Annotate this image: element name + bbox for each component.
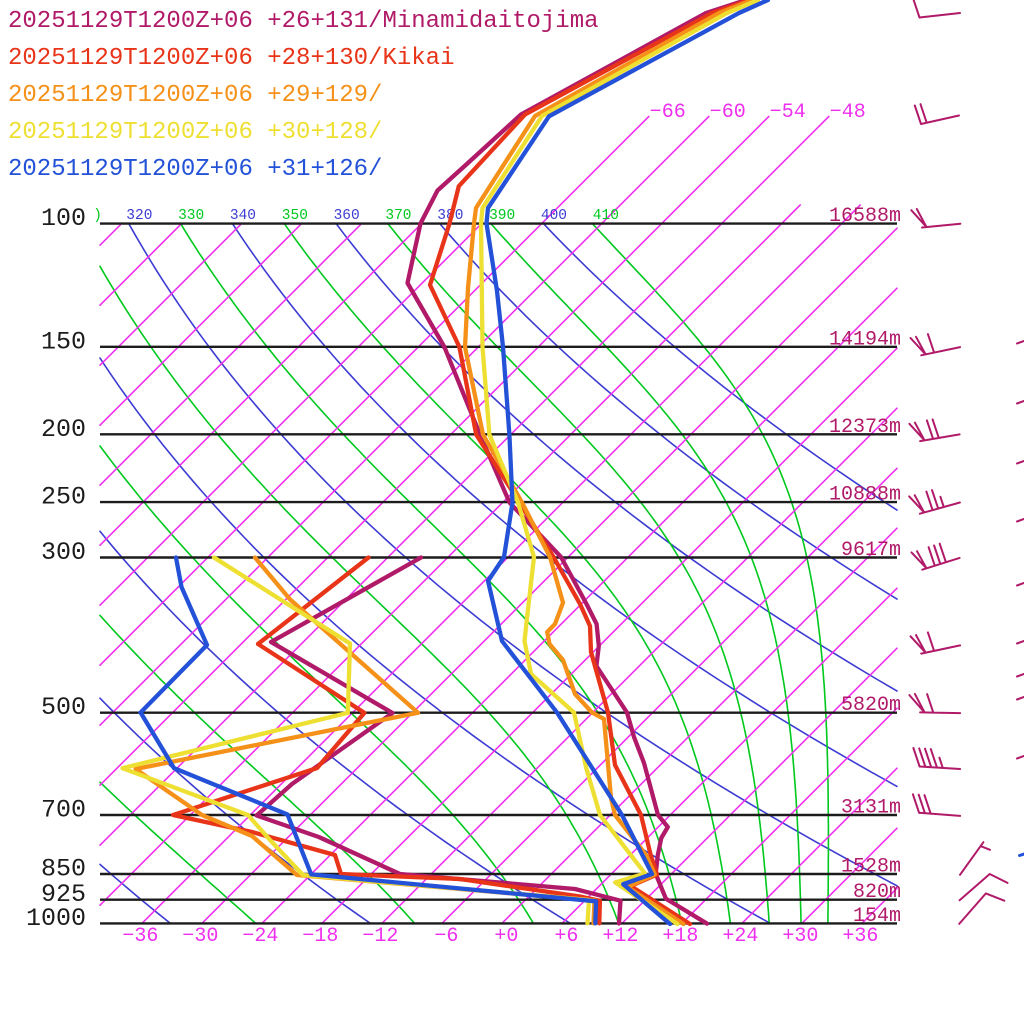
svg-text:410: 410 xyxy=(593,208,619,224)
svg-text:12373m: 12373m xyxy=(829,416,901,439)
svg-text:20251129T1200Z+06 +26+131/Mina: 20251129T1200Z+06 +26+131/Minamidaitojim… xyxy=(8,8,599,35)
svg-text:3131m: 3131m xyxy=(841,797,901,820)
svg-text:−60: −60 xyxy=(710,101,746,124)
svg-text:16588m: 16588m xyxy=(829,205,901,228)
svg-text:+12: +12 xyxy=(602,925,638,948)
svg-text:−54: −54 xyxy=(770,101,806,124)
svg-text:925: 925 xyxy=(41,880,86,909)
svg-text:320: 320 xyxy=(126,208,152,224)
svg-text:370: 370 xyxy=(385,208,411,224)
svg-text:−12: −12 xyxy=(362,925,398,948)
svg-text:−30: −30 xyxy=(182,925,218,948)
svg-text:700: 700 xyxy=(41,796,86,825)
svg-text:300: 300 xyxy=(41,538,86,567)
svg-text:850: 850 xyxy=(41,855,86,884)
svg-text:+18: +18 xyxy=(662,925,698,948)
svg-text:20251129T1200Z+06 +28+130/Kika: 20251129T1200Z+06 +28+130/Kikai xyxy=(8,45,454,72)
svg-text:10888m: 10888m xyxy=(829,484,901,507)
svg-text:500: 500 xyxy=(41,693,86,722)
svg-text:−66: −66 xyxy=(650,101,686,124)
svg-text:100: 100 xyxy=(41,204,86,233)
svg-text:+0: +0 xyxy=(494,925,518,948)
svg-text:+24: +24 xyxy=(722,925,758,948)
svg-text:390: 390 xyxy=(489,208,515,224)
svg-text:−18: −18 xyxy=(302,925,338,948)
svg-text:350: 350 xyxy=(282,208,308,224)
svg-text:150: 150 xyxy=(41,327,86,356)
svg-text:+36: +36 xyxy=(842,925,878,948)
svg-text:1000: 1000 xyxy=(26,904,86,933)
svg-text:360: 360 xyxy=(334,208,360,224)
svg-text:20251129T1200Z+06 +31+126/: 20251129T1200Z+06 +31+126/ xyxy=(8,156,382,183)
svg-text:330: 330 xyxy=(178,208,204,224)
svg-text:820m: 820m xyxy=(853,881,901,904)
svg-text:+6: +6 xyxy=(554,925,578,948)
svg-text:200: 200 xyxy=(41,415,86,444)
svg-text:−36: −36 xyxy=(122,925,158,948)
svg-text:154m: 154m xyxy=(853,905,901,928)
svg-text:5820m: 5820m xyxy=(841,694,901,717)
svg-text:+30: +30 xyxy=(782,925,818,948)
svg-text:340: 340 xyxy=(230,208,256,224)
svg-text:−24: −24 xyxy=(242,925,278,948)
svg-text:): ) xyxy=(93,208,102,224)
svg-text:250: 250 xyxy=(41,483,86,512)
svg-text:20251129T1200Z+06 +30+128/: 20251129T1200Z+06 +30+128/ xyxy=(8,119,382,146)
svg-text:14194m: 14194m xyxy=(829,328,901,351)
svg-text:−48: −48 xyxy=(830,101,866,124)
svg-text:20251129T1200Z+06 +29+129/: 20251129T1200Z+06 +29+129/ xyxy=(8,82,382,109)
svg-text:−6: −6 xyxy=(434,925,458,948)
svg-text:1528m: 1528m xyxy=(841,856,901,879)
svg-text:400: 400 xyxy=(541,208,567,224)
svg-text:9617m: 9617m xyxy=(841,539,901,562)
